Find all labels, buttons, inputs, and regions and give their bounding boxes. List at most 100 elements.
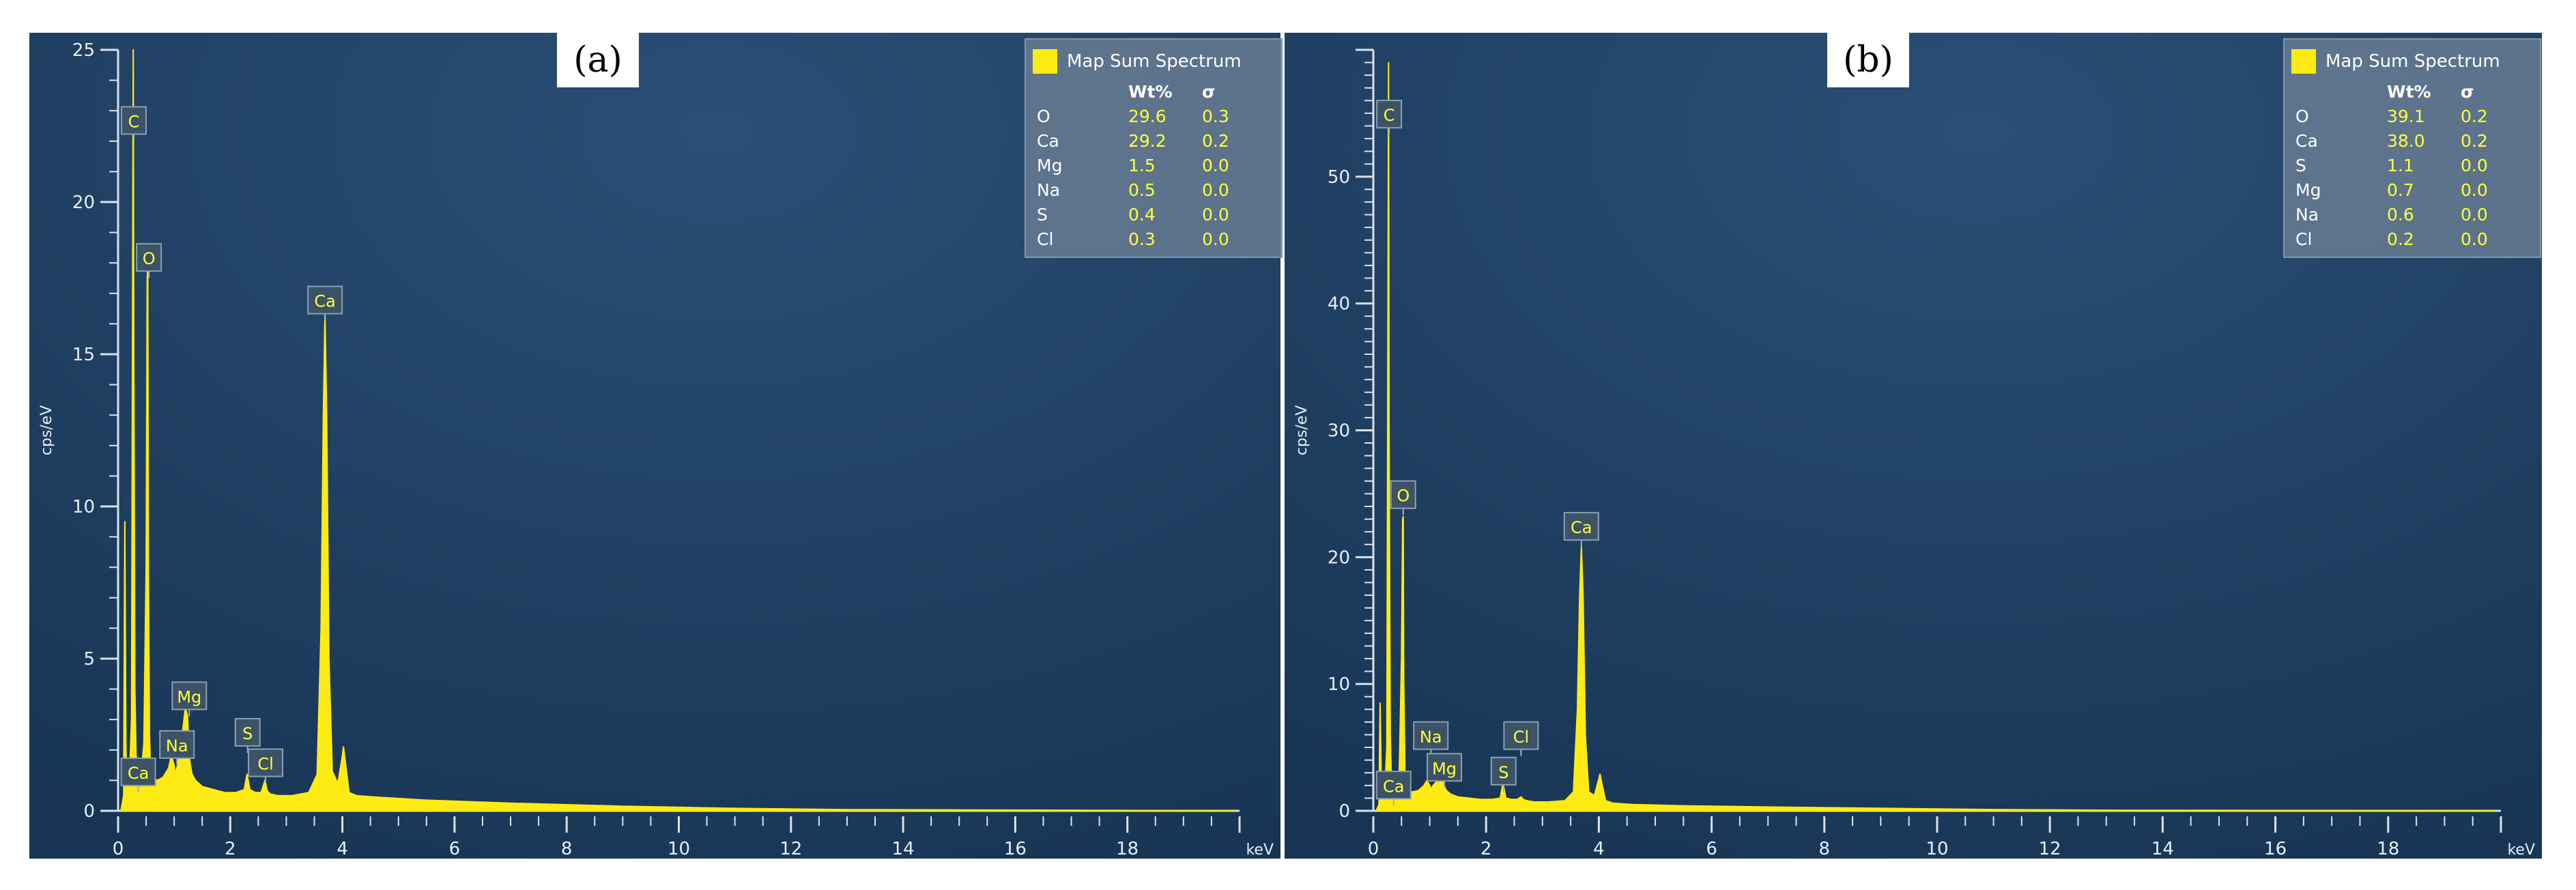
element-name: O — [2295, 106, 2309, 126]
peak-label: O — [1390, 480, 1416, 515]
peak-label: C — [1376, 100, 1403, 135]
x-tick-label: 4 — [1593, 839, 1605, 859]
x-tick-label: 10 — [1926, 839, 1948, 859]
element-sigma: 0.3 — [1202, 106, 1229, 126]
peak-label-text: C — [128, 113, 140, 132]
element-name: Mg — [1037, 155, 1063, 175]
peak-label-box — [1413, 721, 1449, 750]
x-tick-label: 2 — [225, 839, 236, 859]
element-sigma: 0.0 — [2461, 180, 2488, 200]
composition-table-a: Wt% σ O 29.6 0.3 Ca 29.2 0.2 Mg 1.5 0.0 Na 0.5 0… — [1031, 79, 1235, 251]
composition-header-wt: Wt% — [2387, 81, 2431, 102]
peak-label: Mg — [171, 681, 207, 717]
legend-a: Map Sum Spectrum Wt% σ O 29.6 0.3 Ca 29.2 0.… — [1025, 38, 1283, 258]
element-name: O — [1037, 106, 1050, 126]
composition-header-wt: Wt% — [1128, 81, 1173, 102]
peak-label-text: Ca — [1383, 777, 1404, 796]
panel-label-a: (a) — [557, 33, 639, 87]
element-name: Na — [1037, 180, 1061, 200]
element-wt: 0.5 — [1128, 180, 1156, 200]
composition-row: S 0.4 0.0 — [1031, 202, 1235, 227]
spectrum-panel-a: 0 5 10 15 20 25 cps/eV 0 2 4 6 8 10 12 14 16 18 keV C O Ca Mg… — [29, 33, 1283, 859]
peak-label-text: Cl — [257, 755, 273, 774]
x-axis-label: keV — [1246, 842, 1274, 859]
legend-title-a: Map Sum Spectrum — [1067, 51, 1242, 72]
composition-row: Na 0.5 0.0 — [1031, 177, 1235, 202]
composition-row: Ca 38.0 0.2 — [2290, 128, 2493, 153]
composition-row: Cl 0.2 0.0 — [2290, 227, 2493, 251]
x-tick-label: 18 — [1116, 839, 1139, 859]
element-name: Cl — [2295, 229, 2313, 249]
element-wt: 0.6 — [2387, 204, 2414, 225]
element-sigma: 0.0 — [2461, 204, 2488, 225]
element-wt: 0.3 — [1128, 229, 1156, 249]
peak-label-text: S — [242, 724, 253, 743]
composition-header-element — [2290, 79, 2381, 104]
element-wt: 39.1 — [2387, 106, 2425, 126]
x-tick-label: 0 — [113, 839, 124, 859]
element-sigma: 0.2 — [1202, 130, 1229, 151]
composition-row: O 39.1 0.2 — [2290, 104, 2493, 128]
y-tick-label: 10 — [72, 497, 95, 517]
element-name: Ca — [2295, 130, 2318, 151]
peak-label: O — [136, 243, 162, 278]
peak-label-box — [234, 717, 261, 747]
element-sigma: 0.0 — [1202, 204, 1229, 225]
element-sigma: 0.0 — [2461, 155, 2488, 175]
peak-label: Cl — [1503, 721, 1539, 756]
composition-row: Mg 1.5 0.0 — [1031, 153, 1235, 177]
x-tick-label: 6 — [1706, 839, 1717, 859]
composition-row: Mg 0.7 0.0 — [2290, 177, 2493, 202]
composition-row: O 29.6 0.3 — [1031, 104, 1235, 128]
y-tick-label: 10 — [1328, 674, 1350, 695]
element-wt: 1.5 — [1128, 155, 1156, 175]
peak-label: Na — [159, 730, 195, 765]
element-wt: 0.4 — [1128, 204, 1156, 225]
element-name: S — [2295, 155, 2306, 175]
peak-label-box — [1376, 100, 1403, 129]
peak-label-box — [1427, 753, 1463, 782]
y-tick-label: 15 — [72, 345, 95, 365]
peak-label: Ca — [1563, 512, 1599, 547]
peak-label-box — [1563, 512, 1599, 541]
peak-label-text: Na — [166, 736, 188, 756]
composition-table-b: Wt% σ O 39.1 0.2 Ca 38.0 0.2 S 1.1 0.0 Mg 0.7 0.… — [2290, 79, 2493, 251]
peak-label-text: O — [1397, 487, 1409, 506]
composition-header-a: Wt% σ — [1031, 79, 1235, 104]
peak-label-text: Mg — [177, 687, 201, 706]
element-sigma: 0.0 — [1202, 180, 1229, 200]
spectrum-panel-b: 0 10 20 30 40 50 cps/eV 0 2 4 6 8 10 12 14 16 18 keV C O Ca N… — [1285, 33, 2542, 859]
x-tick-label: 2 — [1480, 839, 1492, 859]
peak-label-box — [1503, 721, 1539, 750]
x-tick-label: 16 — [1004, 839, 1027, 859]
x-tick-label: 12 — [2039, 839, 2061, 859]
composition-row: Ca 29.2 0.2 — [1031, 128, 1235, 153]
composition-row: Cl 0.3 0.0 — [1031, 227, 1235, 251]
peak-label-box — [1490, 756, 1517, 786]
peak-label: Ca — [120, 757, 156, 792]
y-tick-label: 20 — [1328, 547, 1350, 568]
element-wt: 29.2 — [1128, 130, 1167, 151]
y-tick-label: 30 — [1328, 421, 1350, 442]
element-sigma: 0.2 — [2461, 106, 2488, 126]
x-tick-label: 4 — [337, 839, 348, 859]
x-tick-label: 18 — [2377, 839, 2399, 859]
y-tick-label: 25 — [72, 40, 95, 61]
x-tick-label: 16 — [2264, 839, 2287, 859]
composition-header-element — [1031, 79, 1123, 104]
peak-label: Ca — [307, 285, 343, 321]
element-wt: 1.1 — [2387, 155, 2414, 175]
peak-label-box — [120, 757, 156, 786]
x-tick-label: 10 — [668, 839, 690, 859]
peak-label-text: S — [1498, 763, 1508, 782]
x-tick-label: 8 — [1819, 839, 1831, 859]
y-tick-label: 20 — [72, 192, 95, 213]
peak-label: S — [234, 717, 261, 753]
y-tick-label: 40 — [1328, 294, 1350, 315]
composition-header-sigma: σ — [2461, 81, 2474, 102]
legend-head-b: Map Sum Spectrum — [2291, 48, 2500, 75]
peak-label-box — [1375, 771, 1412, 800]
peak-label-text: Ca — [1571, 518, 1592, 537]
composition-header-sigma: σ — [1202, 81, 1216, 102]
x-axis-label: keV — [2507, 842, 2535, 859]
